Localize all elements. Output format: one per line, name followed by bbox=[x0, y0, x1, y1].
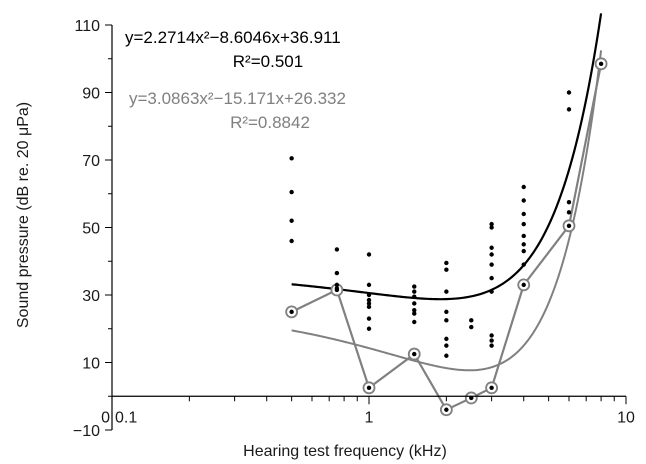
data-point bbox=[521, 233, 526, 239]
data-point bbox=[521, 242, 526, 247]
data-point bbox=[566, 90, 572, 95]
data-point bbox=[521, 221, 526, 227]
individual-points bbox=[289, 61, 604, 412]
data-point bbox=[412, 294, 417, 299]
data-point bbox=[489, 385, 494, 391]
data-point bbox=[444, 260, 449, 266]
trend-r2-median: R²=0.8842 bbox=[230, 113, 310, 132]
axes bbox=[105, 24, 627, 431]
trend-r2-individual: R²=0.501 bbox=[233, 52, 303, 71]
data-point bbox=[444, 336, 449, 342]
y-tick-label: 110 bbox=[74, 18, 100, 35]
data-point bbox=[334, 287, 340, 293]
data-point bbox=[469, 318, 474, 323]
data-point bbox=[489, 225, 494, 230]
data-point bbox=[412, 301, 417, 306]
y-tick-label: 10 bbox=[82, 356, 100, 373]
trendline-individual bbox=[291, 13, 603, 301]
trendline-median bbox=[291, 50, 603, 372]
data-point bbox=[366, 301, 372, 306]
data-point bbox=[289, 189, 294, 195]
y-tick-label: 90 bbox=[82, 86, 100, 103]
data-point bbox=[412, 289, 417, 294]
data-point bbox=[444, 289, 449, 294]
y-tick-label: −10 bbox=[73, 423, 100, 440]
data-point bbox=[489, 262, 494, 267]
data-point bbox=[521, 262, 526, 267]
data-point bbox=[489, 289, 494, 294]
data-point bbox=[444, 309, 449, 315]
data-point bbox=[289, 238, 294, 244]
data-point bbox=[289, 309, 294, 315]
trendlines bbox=[291, 13, 603, 372]
data-point bbox=[489, 221, 494, 227]
data-point bbox=[366, 297, 372, 303]
data-point bbox=[489, 245, 494, 250]
x-tick-label: 10 bbox=[617, 409, 635, 426]
data-point bbox=[366, 252, 372, 257]
data-point bbox=[521, 198, 526, 203]
data-point bbox=[334, 282, 340, 288]
data-point bbox=[598, 61, 604, 67]
data-point bbox=[489, 275, 494, 281]
median-line bbox=[291, 63, 603, 412]
y-tick-label: 70 bbox=[82, 153, 100, 170]
data-point bbox=[566, 223, 572, 229]
data-point bbox=[366, 282, 372, 288]
zero-label: 0 bbox=[101, 409, 110, 426]
data-point bbox=[366, 304, 372, 310]
data-point bbox=[444, 343, 449, 348]
data-point bbox=[366, 316, 372, 321]
y-tick-label: 50 bbox=[82, 221, 100, 238]
y-axis-title: Sound pressure (dB re. 20 μPa) bbox=[15, 102, 32, 328]
data-point bbox=[489, 252, 494, 257]
data-point bbox=[289, 156, 294, 161]
data-point bbox=[366, 326, 372, 331]
x-tick-label: 0.1 bbox=[115, 409, 137, 426]
data-point bbox=[521, 282, 526, 288]
trend-equation-individual: y=2.2714x²−8.6046x+36.911 bbox=[125, 28, 341, 47]
data-point bbox=[412, 307, 417, 313]
data-point bbox=[566, 199, 572, 205]
x-axis-title: Hearing test frequency (kHz) bbox=[243, 443, 447, 460]
data-point bbox=[521, 248, 526, 254]
data-point bbox=[444, 353, 449, 358]
data-point bbox=[521, 211, 526, 217]
data-point bbox=[489, 333, 494, 338]
data-point bbox=[489, 343, 494, 348]
data-point bbox=[334, 247, 340, 252]
data-point bbox=[469, 324, 474, 330]
median-series bbox=[285, 57, 608, 417]
data-point bbox=[444, 267, 449, 272]
data-point bbox=[521, 184, 526, 190]
data-point bbox=[334, 270, 340, 276]
data-point bbox=[412, 319, 417, 325]
data-point bbox=[289, 218, 294, 223]
data-point bbox=[444, 407, 449, 412]
data-point bbox=[366, 385, 372, 391]
data-point bbox=[366, 292, 372, 298]
x-tick-label: 1 bbox=[365, 409, 374, 426]
data-point bbox=[489, 338, 494, 343]
data-point bbox=[566, 210, 572, 215]
trend-equation-median: y=3.0863x²−15.171x+26.332 bbox=[129, 89, 346, 108]
data-point bbox=[412, 311, 417, 316]
data-point bbox=[412, 284, 417, 289]
data-point bbox=[566, 107, 572, 112]
data-point bbox=[444, 318, 449, 323]
y-tick-label: 30 bbox=[82, 288, 100, 305]
data-point bbox=[412, 351, 417, 357]
